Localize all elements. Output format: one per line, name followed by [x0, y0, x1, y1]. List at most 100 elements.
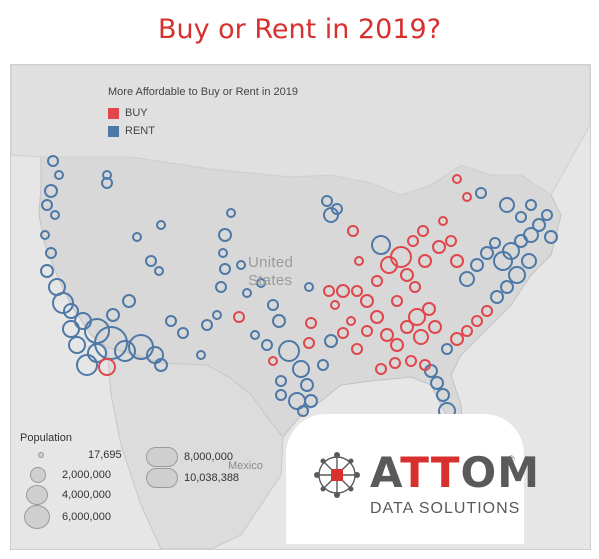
rent-metro-bubble[interactable] [101, 177, 113, 189]
buy-metro-bubble[interactable] [413, 329, 429, 345]
buy-metro-bubble[interactable] [419, 359, 431, 371]
rent-metro-bubble[interactable] [215, 281, 227, 293]
rent-metro-bubble[interactable] [250, 330, 260, 340]
buy-metro-bubble[interactable] [409, 281, 421, 293]
buy-metro-bubble[interactable] [461, 325, 473, 337]
rent-metro-bubble[interactable] [52, 292, 74, 314]
rent-metro-bubble[interactable] [300, 378, 314, 392]
buy-metro-bubble[interactable] [268, 356, 278, 366]
buy-metro-bubble[interactable] [389, 357, 401, 369]
buy-metro-bubble[interactable] [360, 294, 374, 308]
buy-metro-bubble[interactable] [432, 240, 446, 254]
buy-metro-bubble[interactable] [428, 320, 442, 334]
buy-metro-bubble[interactable] [371, 275, 383, 287]
rent-metro-bubble[interactable] [490, 290, 504, 304]
buy-metro-bubble[interactable] [346, 316, 356, 326]
rent-metro-bubble[interactable] [502, 242, 520, 260]
rent-metro-bubble[interactable] [475, 187, 487, 199]
map-canvas[interactable] [11, 65, 590, 549]
rent-metro-bubble[interactable] [145, 255, 157, 267]
buy-metro-bubble[interactable] [330, 300, 340, 310]
buy-metro-bubble[interactable] [462, 192, 472, 202]
rent-metro-bubble[interactable] [470, 258, 484, 272]
rent-metro-bubble[interactable] [436, 388, 450, 402]
buy-metro-bubble[interactable] [351, 343, 363, 355]
rent-metro-bubble[interactable] [515, 211, 527, 223]
buy-metro-bubble[interactable] [354, 256, 364, 266]
buy-metro-bubble[interactable] [400, 268, 414, 282]
rent-metro-bubble[interactable] [278, 340, 300, 362]
buy-metro-bubble[interactable] [370, 310, 384, 324]
buy-metro-bubble[interactable] [450, 254, 464, 268]
buy-metro-bubble[interactable] [305, 317, 317, 329]
map[interactable] [10, 64, 591, 550]
rent-metro-bubble[interactable] [304, 282, 314, 292]
rent-metro-bubble[interactable] [122, 294, 136, 308]
rent-metro-bubble[interactable] [317, 359, 329, 371]
rent-metro-bubble[interactable] [292, 360, 310, 378]
rent-metro-bubble[interactable] [242, 288, 252, 298]
buy-metro-bubble[interactable] [323, 285, 335, 297]
rent-metro-bubble[interactable] [304, 394, 318, 408]
buy-metro-bubble[interactable] [408, 308, 426, 326]
rent-metro-bubble[interactable] [521, 253, 537, 269]
rent-metro-bubble[interactable] [68, 336, 86, 354]
rent-metro-bubble[interactable] [218, 228, 232, 242]
rent-metro-bubble[interactable] [275, 375, 287, 387]
rent-metro-bubble[interactable] [132, 232, 142, 242]
rent-metro-bubble[interactable] [50, 210, 60, 220]
rent-metro-bubble[interactable] [114, 340, 136, 362]
rent-metro-bubble[interactable] [489, 237, 501, 249]
rent-metro-bubble[interactable] [177, 327, 189, 339]
rent-metro-bubble[interactable] [297, 405, 309, 417]
rent-metro-bubble[interactable] [261, 339, 273, 351]
rent-metro-bubble[interactable] [256, 278, 266, 288]
rent-metro-bubble[interactable] [41, 199, 53, 211]
buy-metro-bubble[interactable] [417, 225, 429, 237]
buy-metro-bubble[interactable] [233, 311, 245, 323]
buy-metro-bubble[interactable] [303, 337, 315, 349]
rent-metro-bubble[interactable] [62, 320, 80, 338]
rent-metro-bubble[interactable] [275, 389, 287, 401]
buy-metro-bubble[interactable] [380, 328, 394, 342]
rent-metro-bubble[interactable] [236, 260, 246, 270]
rent-metro-bubble[interactable] [324, 334, 338, 348]
rent-metro-bubble[interactable] [218, 248, 228, 258]
rent-metro-bubble[interactable] [430, 376, 444, 390]
rent-metro-bubble[interactable] [523, 227, 539, 243]
rent-metro-bubble[interactable] [459, 271, 475, 287]
buy-metro-bubble[interactable] [471, 315, 483, 327]
rent-metro-bubble[interactable] [226, 208, 236, 218]
buy-metro-bubble[interactable] [400, 320, 414, 334]
buy-metro-bubble[interactable] [336, 284, 350, 298]
buy-metro-bubble[interactable] [438, 216, 448, 226]
rent-metro-bubble[interactable] [508, 266, 526, 284]
legend-item-rent[interactable]: RENT [108, 122, 298, 140]
rent-metro-bubble[interactable] [525, 199, 537, 211]
rent-metro-bubble[interactable] [331, 203, 343, 215]
buy-metro-bubble[interactable] [405, 355, 417, 367]
rent-metro-bubble[interactable] [201, 319, 213, 331]
rent-metro-bubble[interactable] [47, 155, 59, 167]
rent-metro-bubble[interactable] [154, 358, 168, 372]
buy-metro-bubble[interactable] [347, 225, 359, 237]
buy-metro-bubble[interactable] [375, 363, 387, 375]
buy-metro-bubble[interactable] [351, 285, 363, 297]
rent-metro-bubble[interactable] [532, 218, 546, 232]
buy-metro-bubble[interactable] [407, 235, 419, 247]
rent-metro-bubble[interactable] [480, 246, 494, 260]
rent-metro-bubble[interactable] [541, 209, 553, 221]
buy-metro-bubble[interactable] [361, 325, 373, 337]
rent-metro-bubble[interactable] [321, 195, 333, 207]
rent-metro-bubble[interactable] [106, 308, 120, 322]
buy-metro-bubble[interactable] [390, 246, 412, 268]
buy-metro-bubble[interactable] [422, 302, 436, 316]
rent-metro-bubble[interactable] [323, 207, 339, 223]
buy-metro-bubble[interactable] [390, 338, 404, 352]
rent-metro-bubble[interactable] [44, 184, 58, 198]
rent-metro-bubble[interactable] [54, 170, 64, 180]
rent-metro-bubble[interactable] [76, 354, 98, 376]
buy-metro-bubble[interactable] [452, 174, 462, 184]
rent-metro-bubble[interactable] [441, 343, 453, 355]
rent-metro-bubble[interactable] [45, 247, 57, 259]
